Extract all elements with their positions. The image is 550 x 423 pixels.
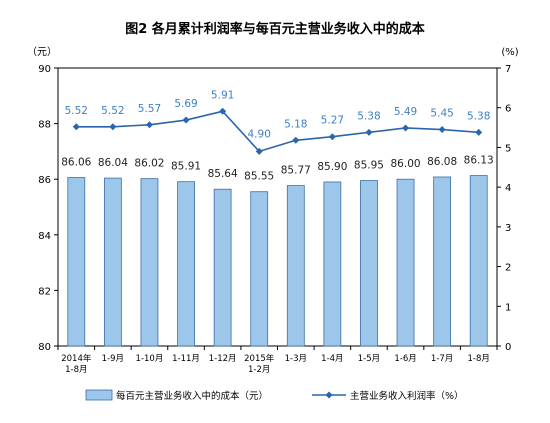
bar-2 bbox=[140, 178, 159, 347]
x-axis-tick-label: 1-7月 bbox=[431, 354, 453, 364]
bar-value-label: 85.77 bbox=[281, 165, 311, 177]
line-point-0 bbox=[72, 123, 80, 131]
x-axis-tick-label: 1-11月 bbox=[172, 354, 200, 364]
line-value-label: 5.38 bbox=[467, 110, 490, 122]
left-axis-tick-label: 82 bbox=[38, 286, 51, 297]
line-point-5 bbox=[255, 147, 263, 155]
bar-0 bbox=[67, 177, 86, 347]
line-value-label: 5.69 bbox=[174, 98, 197, 110]
left-axis-tick-label: 90 bbox=[38, 64, 51, 75]
bar-value-label: 86.06 bbox=[61, 157, 91, 169]
right-axis-tick-label: 5 bbox=[505, 143, 511, 154]
bar-10 bbox=[433, 176, 452, 347]
x-axis-tick-label: 1-3月 bbox=[285, 354, 307, 364]
line-value-label: 5.27 bbox=[321, 115, 344, 127]
line-value-label: 5.91 bbox=[211, 89, 234, 101]
x-axis-tick-label: 1-10月 bbox=[136, 354, 164, 364]
line-point-8 bbox=[365, 128, 373, 136]
bar-value-label: 85.90 bbox=[317, 161, 347, 173]
bar-value-label: 85.95 bbox=[354, 160, 384, 172]
line-value-label: 5.52 bbox=[101, 105, 124, 117]
bar-value-label: 86.00 bbox=[391, 158, 421, 170]
bar-value-label: 85.91 bbox=[171, 161, 201, 173]
bar-value-label: 86.04 bbox=[98, 157, 128, 169]
x-axis-tick-label: 1-12月 bbox=[209, 354, 237, 364]
line-value-label: 5.18 bbox=[284, 118, 307, 130]
bar-value-label: 86.02 bbox=[134, 158, 164, 170]
line-point-9 bbox=[402, 124, 410, 132]
right-axis-tick-label: 3 bbox=[505, 223, 511, 234]
line-point-11 bbox=[475, 128, 483, 136]
x-axis-tick-label: 1-9月 bbox=[102, 354, 124, 364]
bar-6 bbox=[286, 185, 305, 347]
bar-value-label: 86.08 bbox=[427, 156, 457, 168]
line-point-3 bbox=[182, 116, 190, 124]
legend-bar-label: 每百元主营业务收入中的成本（元） bbox=[116, 390, 268, 402]
line-point-2 bbox=[145, 121, 153, 129]
line-point-6 bbox=[292, 136, 300, 144]
right-axis-tick-label: 6 bbox=[505, 104, 511, 115]
right-axis-tick-label: 2 bbox=[505, 263, 511, 274]
bar-8 bbox=[360, 180, 378, 347]
x-axis-tick-label: 1-4月 bbox=[321, 354, 343, 364]
line-point-1 bbox=[109, 123, 117, 131]
line-value-label: 5.45 bbox=[430, 108, 453, 120]
bar-5 bbox=[250, 191, 269, 347]
bar-1 bbox=[103, 177, 122, 347]
right-axis-tick-label: 7 bbox=[505, 64, 511, 75]
line-value-label: 4.90 bbox=[248, 128, 271, 140]
x-axis-tick-label: 1-8月 bbox=[468, 354, 490, 364]
right-axis-tick-label: 0 bbox=[505, 342, 511, 353]
right-axis-tick-label: 4 bbox=[505, 183, 511, 194]
bar-3 bbox=[177, 181, 195, 347]
bar-value-label: 85.55 bbox=[244, 171, 274, 183]
legend-bar-swatch bbox=[85, 389, 113, 401]
line-value-label: 5.38 bbox=[357, 110, 380, 122]
line-value-label: 5.52 bbox=[65, 105, 88, 117]
bar-9 bbox=[396, 178, 415, 347]
right-axis-tick-label: 1 bbox=[505, 302, 511, 313]
bar-11 bbox=[469, 175, 488, 347]
bar-value-label: 85.64 bbox=[208, 168, 238, 180]
left-axis-tick-label: 88 bbox=[38, 120, 51, 131]
legend-line-label: 主营业务收入利润率（%） bbox=[350, 390, 464, 402]
left-axis-tick-label: 86 bbox=[38, 175, 51, 186]
left-axis-unit-label: （元） bbox=[27, 46, 57, 58]
x-axis-tick-label: 2014年 1-8月 bbox=[61, 353, 92, 375]
right-axis-unit-label: (%) bbox=[501, 47, 518, 58]
chart-title: 图2 各月累计利润率与每百元主营业务收入中的成本 bbox=[125, 21, 425, 37]
left-axis-tick-label: 80 bbox=[38, 342, 51, 353]
bar-value-label: 86.13 bbox=[464, 155, 494, 167]
x-axis-tick-label: 2015年 1-2月 bbox=[244, 353, 275, 375]
left-axis-tick-label: 84 bbox=[38, 231, 51, 242]
line-point-7 bbox=[328, 133, 336, 141]
bar-7 bbox=[323, 181, 342, 347]
bar-4 bbox=[213, 188, 232, 347]
line-value-label: 5.49 bbox=[394, 106, 417, 118]
legend-line-marker bbox=[325, 391, 333, 399]
line-point-4 bbox=[219, 107, 227, 115]
profit-rate-line bbox=[76, 110, 479, 153]
line-value-label: 5.57 bbox=[138, 103, 161, 115]
x-axis-tick-label: 1-6月 bbox=[394, 354, 416, 364]
line-point-10 bbox=[438, 126, 446, 134]
x-axis-tick-label: 1-5月 bbox=[358, 354, 380, 364]
